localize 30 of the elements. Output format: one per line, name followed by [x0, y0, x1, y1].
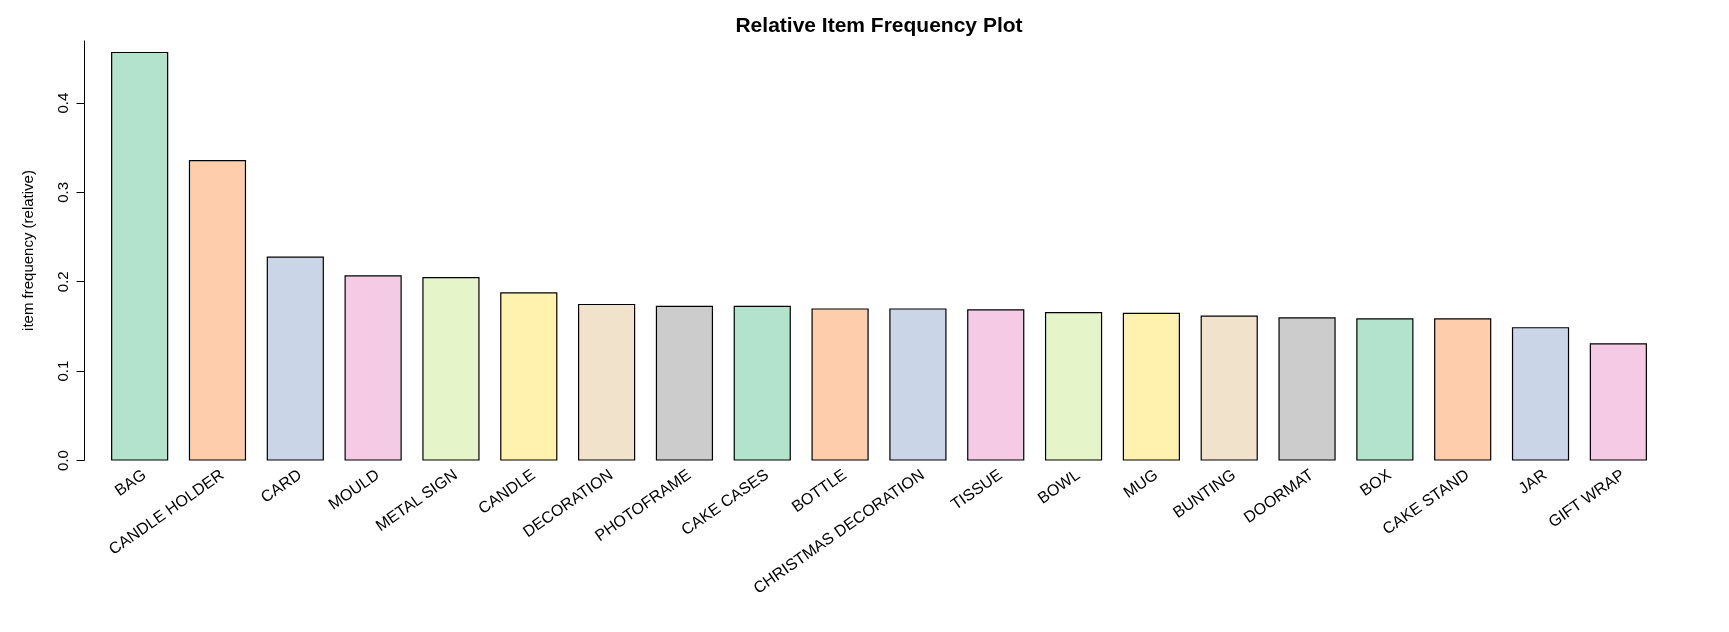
bar: [188, 160, 247, 461]
bar: [1044, 311, 1103, 461]
y-axis-title: item frequency (relative): [18, 170, 36, 331]
bar: [1434, 318, 1492, 461]
x-tick-label: BAG: [111, 465, 149, 499]
chart-title: Relative Item Frequency Plot: [735, 13, 1023, 36]
y-tick-label: 0.1: [53, 360, 71, 382]
y-tick-label: 0.3: [53, 181, 71, 203]
bar: [1278, 317, 1336, 461]
bar: [967, 309, 1025, 461]
y-tick-label: 0.2: [53, 271, 71, 293]
bar: [422, 277, 480, 461]
bar: [811, 308, 869, 461]
bar: [1122, 312, 1180, 461]
bar: [111, 51, 169, 461]
bar: [578, 303, 636, 461]
bar: [1511, 327, 1570, 461]
bar: [266, 256, 324, 461]
bar: [1200, 315, 1258, 461]
x-tick-label: BOX: [1356, 465, 1395, 499]
bar: [733, 305, 791, 461]
bar: [344, 275, 402, 461]
y-tick-label: 0.0: [53, 450, 71, 471]
bar: [1589, 343, 1647, 461]
bar: [889, 308, 947, 461]
bar: [1356, 318, 1414, 461]
x-tick-label: JAR: [1515, 465, 1550, 497]
y-tick-label: 0.4: [53, 92, 71, 114]
bar: [655, 305, 714, 461]
bar: [500, 292, 558, 461]
